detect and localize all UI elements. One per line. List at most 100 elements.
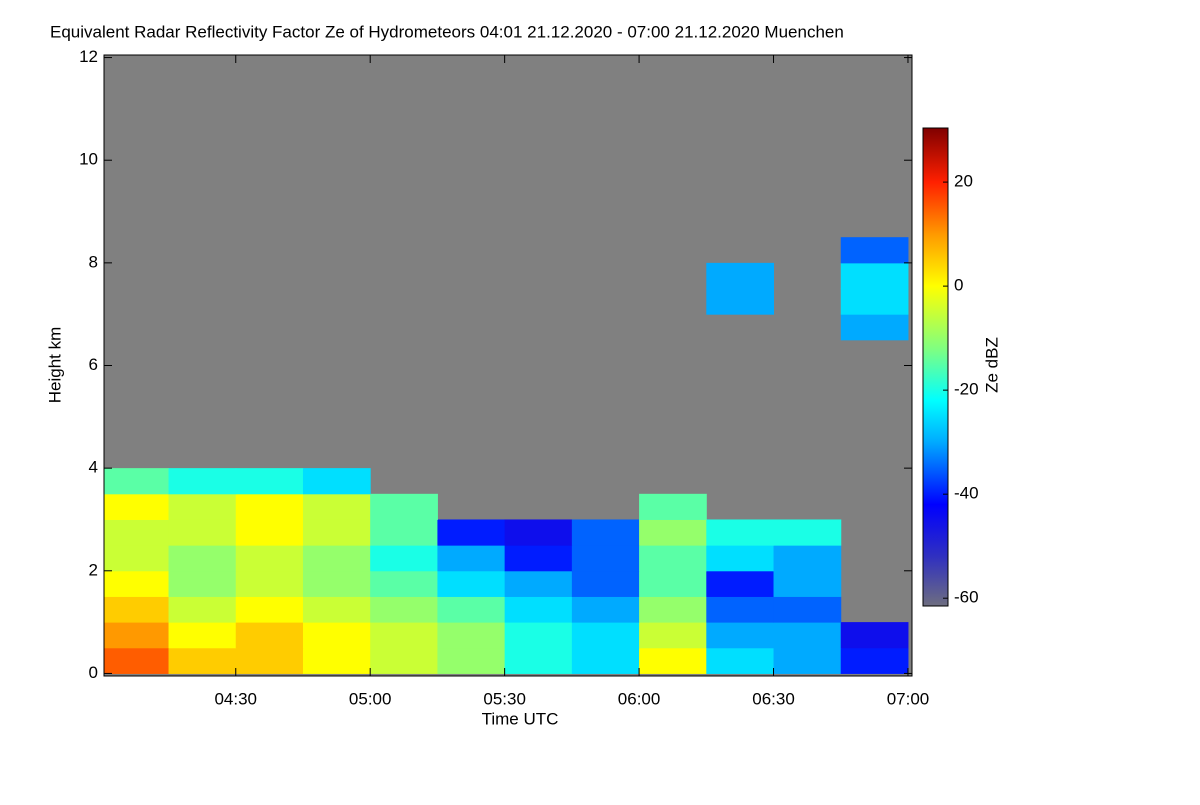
- heatmap-cell: [302, 596, 371, 623]
- heatmap-cell: [235, 519, 304, 546]
- colorbar-tick-label: 0: [954, 276, 963, 295]
- heatmap-cell: [168, 519, 237, 546]
- y-tick-label: 2: [89, 560, 98, 579]
- heatmap-cell: [706, 519, 775, 546]
- heatmap-cell: [302, 647, 371, 674]
- heatmap-cell: [104, 596, 170, 623]
- y-tick-label: 0: [89, 663, 98, 682]
- heatmap-cell: [773, 545, 842, 572]
- heatmap-cell: [504, 519, 573, 546]
- heatmap-cell: [437, 596, 506, 623]
- heatmap-cell: [840, 647, 909, 674]
- heatmap-cell: [302, 570, 371, 597]
- colorbar-label: Ze dBZ: [982, 337, 1001, 393]
- heatmap-cell: [840, 262, 909, 290]
- heatmap-cell: [773, 622, 842, 649]
- heatmap-cell: [504, 622, 573, 649]
- heatmap-cell: [104, 647, 170, 674]
- heatmap-cell: [706, 596, 775, 623]
- heatmap-cell: [104, 622, 170, 649]
- heatmap-cell: [706, 288, 775, 315]
- heatmap-cell: [302, 493, 371, 520]
- heatmap-cell: [168, 647, 237, 674]
- heatmap-cell: [168, 622, 237, 649]
- heatmap-cell: [168, 570, 237, 597]
- heatmap-cell: [235, 545, 304, 572]
- heatmap-cell: [437, 647, 506, 674]
- colorbar-tick-label: 20: [954, 172, 973, 191]
- heatmap-cell: [168, 596, 237, 623]
- heatmap-cell: [840, 622, 909, 649]
- heatmap-cell: [370, 519, 438, 546]
- heatmap-cell: [639, 545, 707, 572]
- heatmap-cell: [235, 570, 304, 597]
- colorbar-tick-label: -60: [954, 588, 979, 607]
- heatmap-cell: [773, 647, 842, 674]
- heatmap-cell: [104, 519, 170, 546]
- heatmap-cell: [235, 622, 304, 649]
- x-tick-label: 06:00: [618, 689, 661, 708]
- y-tick-label: 12: [79, 47, 98, 66]
- heatmap-cell: [571, 622, 640, 649]
- heatmap-cell: [773, 519, 842, 546]
- heatmap-cell: [706, 545, 775, 572]
- heatmap-cell: [370, 596, 438, 623]
- heatmap-cell: [571, 519, 640, 546]
- heatmap-cell: [235, 647, 304, 674]
- heatmap-cell: [370, 493, 438, 520]
- x-tick-label: 05:30: [483, 689, 526, 708]
- heatmap-cell: [168, 468, 237, 495]
- chart-title: Equivalent Radar Reflectivity Factor Ze …: [50, 22, 844, 41]
- heatmap-cell: [639, 622, 707, 649]
- heatmap-cell: [302, 468, 371, 495]
- heatmap-cell: [302, 519, 371, 546]
- y-tick-label: 4: [89, 458, 98, 477]
- y-axis-label: Height km: [45, 327, 64, 404]
- x-tick-label: 04:30: [214, 689, 257, 708]
- colorbar-tick-label: -40: [954, 484, 979, 503]
- heatmap-cell: [840, 314, 909, 341]
- heatmap-cell: [370, 545, 438, 572]
- heatmap-cell: [706, 622, 775, 649]
- heatmap-cell: [773, 596, 842, 623]
- x-axis-label: Time UTC: [482, 709, 559, 728]
- heatmap-cell: [235, 493, 304, 520]
- heatmap-cell: [104, 570, 170, 597]
- heatmap-cell: [437, 519, 506, 546]
- heatmap-cell: [706, 647, 775, 674]
- heatmap-cell: [504, 545, 573, 572]
- heatmap-cell: [571, 647, 640, 674]
- heatmap-cell: [168, 545, 237, 572]
- x-tick-label: 05:00: [349, 689, 392, 708]
- heatmap-cell: [706, 262, 775, 290]
- heatmap-cell: [370, 570, 438, 597]
- heatmap: [104, 237, 909, 674]
- heatmap-cell: [571, 545, 640, 572]
- heatmap-cell: [639, 519, 707, 546]
- heatmap-cell: [302, 622, 371, 649]
- heatmap-cell: [302, 545, 371, 572]
- heatmap-cell: [639, 493, 707, 520]
- heatmap-cell: [437, 545, 506, 572]
- heatmap-cell: [840, 237, 909, 264]
- heatmap-cell: [773, 570, 842, 597]
- y-tick-label: 6: [89, 355, 98, 374]
- heatmap-cell: [104, 468, 170, 495]
- y-tick-label: 10: [79, 150, 98, 169]
- heatmap-cell: [639, 647, 707, 674]
- heatmap-cell: [437, 622, 506, 649]
- heatmap-cell: [639, 596, 707, 623]
- colorbar: [922, 127, 949, 607]
- heatmap-cell: [370, 622, 438, 649]
- heatmap-cell: [840, 288, 909, 315]
- x-tick-label: 07:00: [887, 689, 930, 708]
- x-tick-label: 06:30: [752, 689, 795, 708]
- heatmap-cell: [639, 570, 707, 597]
- colorbar-tick-label: -20: [954, 380, 979, 399]
- y-tick-label: 8: [89, 252, 98, 271]
- heatmap-cell: [168, 493, 237, 520]
- axes: 0 2 4 6 8 10 12 04:30 05:00 05:30 06:00 06:30 07:00 -…: [79, 47, 979, 708]
- heatmap-cell: [104, 493, 170, 520]
- heatmap-cell: [571, 596, 640, 623]
